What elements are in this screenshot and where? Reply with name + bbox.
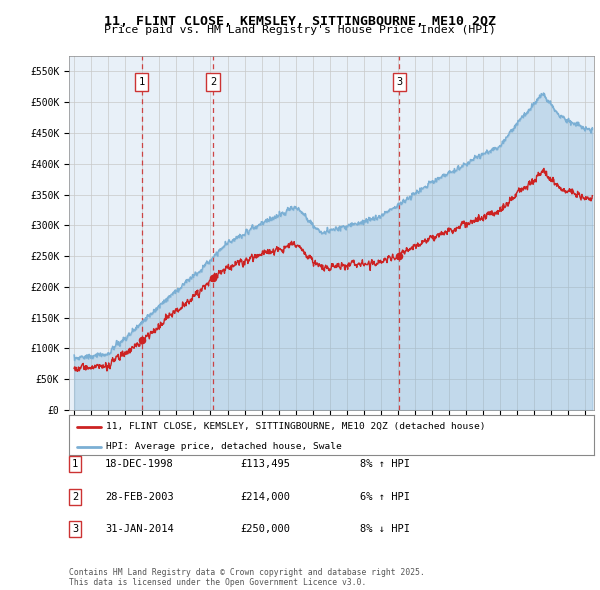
Text: 28-FEB-2003: 28-FEB-2003 [105,492,174,502]
Text: 31-JAN-2014: 31-JAN-2014 [105,525,174,534]
Text: Contains HM Land Registry data © Crown copyright and database right 2025.
This d: Contains HM Land Registry data © Crown c… [69,568,425,587]
Text: £113,495: £113,495 [240,460,290,469]
Text: 1: 1 [72,460,78,469]
Text: 3: 3 [396,77,403,87]
Text: HPI: Average price, detached house, Swale: HPI: Average price, detached house, Swal… [106,442,341,451]
Point [208,274,218,283]
Text: 11, FLINT CLOSE, KEMSLEY, SITTINGBOURNE, ME10 2QZ: 11, FLINT CLOSE, KEMSLEY, SITTINGBOURNE,… [104,15,496,28]
Text: £214,000: £214,000 [240,492,290,502]
Point [395,251,404,261]
Text: 11, FLINT CLOSE, KEMSLEY, SITTINGBOURNE, ME10 2QZ (detached house): 11, FLINT CLOSE, KEMSLEY, SITTINGBOURNE,… [106,422,485,431]
Text: 3: 3 [72,525,78,534]
Text: 2: 2 [72,492,78,502]
Text: 8% ↓ HPI: 8% ↓ HPI [360,525,410,534]
Text: 2: 2 [210,77,217,87]
Text: 8% ↑ HPI: 8% ↑ HPI [360,460,410,469]
Text: Price paid vs. HM Land Registry's House Price Index (HPI): Price paid vs. HM Land Registry's House … [104,25,496,35]
Text: 18-DEC-1998: 18-DEC-1998 [105,460,174,469]
Text: 1: 1 [139,77,145,87]
Text: £250,000: £250,000 [240,525,290,534]
Text: 6% ↑ HPI: 6% ↑ HPI [360,492,410,502]
Point [137,336,146,345]
